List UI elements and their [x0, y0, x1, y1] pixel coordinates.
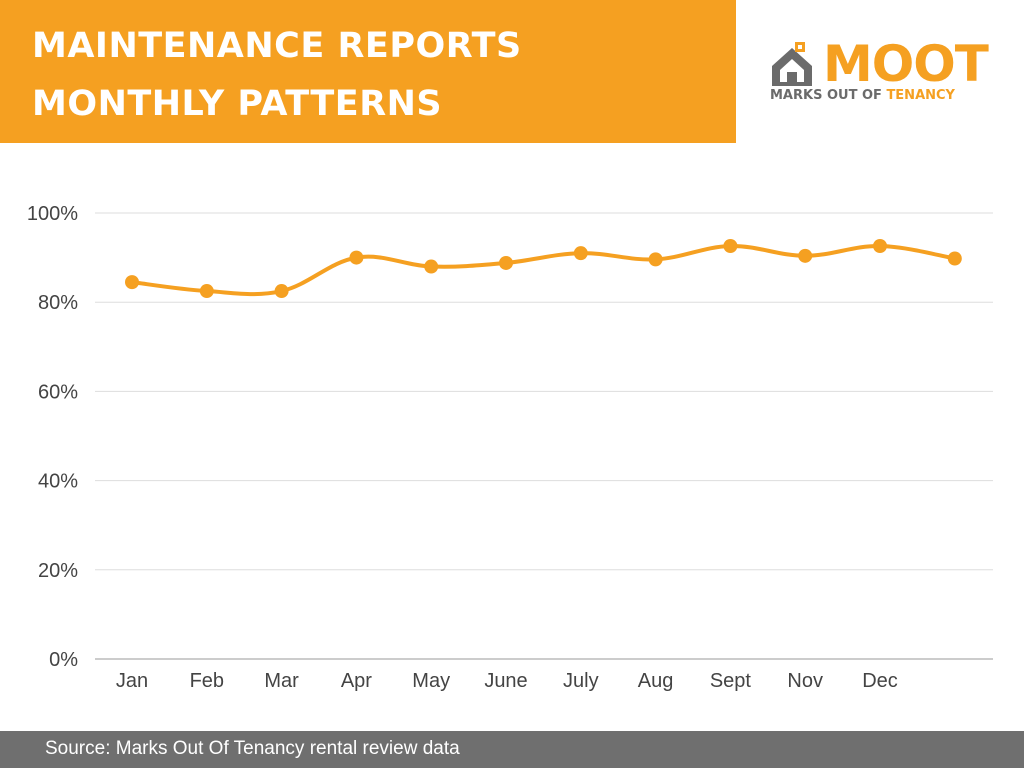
y-tick-label: 20%	[38, 560, 78, 582]
data-point	[648, 252, 663, 267]
y-tick-label: 80%	[38, 292, 78, 314]
y-axis-ticks: 0% 20% 40% 60% 80% 100%	[27, 203, 78, 671]
x-tick-label: Dec	[862, 670, 898, 692]
y-tick-label: 40%	[38, 471, 78, 493]
x-tick-label: Feb	[190, 670, 224, 692]
x-tick-label: June	[484, 670, 527, 692]
data-point	[349, 250, 364, 265]
y-tick-label: 60%	[38, 381, 78, 403]
x-tick-label: Mar	[264, 670, 299, 692]
footer: Source: Marks Out Of Tenancy rental revi…	[0, 731, 1024, 768]
chart-gridlines	[95, 212, 993, 660]
x-tick-label: Jan	[116, 670, 148, 692]
x-tick-label: Aug	[638, 670, 674, 692]
data-point	[424, 259, 439, 274]
logo-tagline-part1: MARKS OUT OF	[770, 88, 887, 103]
data-point	[499, 255, 513, 270]
x-axis-ticks: Jan Feb Mar Apr May June July Aug Sept Nov Dec	[116, 670, 898, 692]
series-points	[125, 239, 962, 299]
line-chart: 0% 20% 40% 60% 80% 100% Jan Feb Mar Apr May June Ju…	[27, 203, 993, 692]
data-point	[274, 284, 289, 299]
page-title-line-2: MONTHLY PATTERNS	[32, 84, 443, 124]
x-tick-label: Apr	[341, 670, 372, 692]
logo-tagline-part2: TENANCY	[886, 88, 955, 103]
x-tick-label: July	[563, 670, 599, 692]
x-tick-label: May	[412, 670, 450, 692]
source-note: Source: Marks Out Of Tenancy rental revi…	[45, 738, 460, 759]
series-line	[130, 244, 957, 297]
data-point	[723, 239, 738, 254]
logo-tagline: MARKS OUT OF TENANCY	[770, 88, 955, 103]
data-point	[947, 251, 962, 266]
x-tick-label: Nov	[787, 670, 823, 692]
data-point	[573, 246, 588, 261]
moot-logo: MOOT MARKS OUT OF TENANCY	[768, 35, 989, 110]
page-title-line-1: MAINTENANCE REPORTS	[32, 26, 522, 66]
data-point	[798, 248, 813, 263]
house-icon	[772, 42, 812, 86]
data-point	[873, 239, 887, 254]
title-band: MAINTENANCE REPORTS MONTHLY PATTERNS	[0, 0, 736, 143]
logo-wordmark: MOOT	[823, 35, 989, 93]
data-point	[199, 284, 214, 299]
x-tick-label: Sept	[710, 670, 752, 692]
y-tick-label: 0%	[49, 649, 78, 671]
data-point	[125, 275, 139, 290]
y-tick-label: 100%	[27, 203, 78, 225]
